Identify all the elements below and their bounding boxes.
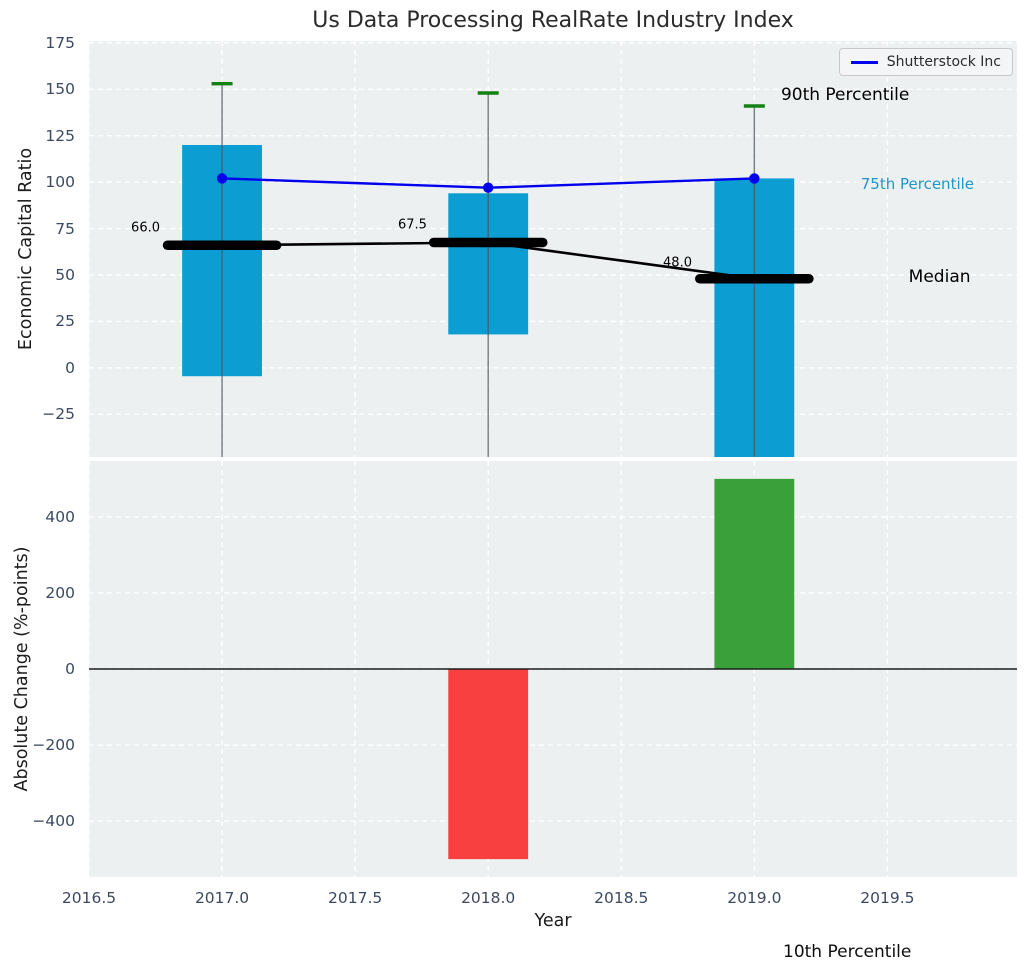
- x-tick-2019.5: 2019.5: [860, 889, 915, 907]
- y-axis-ticks-top: 175 150 125 100 75 50 25 0 −25: [0, 34, 84, 457]
- y-tick-top-100: 100: [45, 173, 75, 192]
- y-tick-top-150: 150: [45, 80, 75, 99]
- shutterstock-point-2018: [482, 182, 494, 193]
- y-tick-top-25: 25: [55, 312, 75, 331]
- top-panel: 90th Percentile 75th Percentile Median 66.0…: [89, 41, 1017, 457]
- shutterstock-point-2019: [749, 173, 760, 184]
- y-tick-top-50: 50: [55, 266, 75, 284]
- x-axis-label: Year: [534, 911, 572, 931]
- shutterstock-point-2017: [216, 173, 228, 184]
- x-tick-2019: 2019.0: [727, 889, 782, 907]
- chart-title: Us Data Processing RealRate Industry Ind…: [312, 8, 794, 33]
- x-axis-ticks: 2016.5 2017.0 2017.5 2018.0 2018.5 2019.0 2019…: [62, 889, 1017, 911]
- legend-line-sample: [850, 60, 878, 64]
- y-tick-bottom--400: −400: [32, 812, 75, 831]
- y-axis-label-bottom: Absolute Change (%-points): [12, 546, 32, 792]
- x-tick-2018.5: 2018.5: [594, 889, 649, 907]
- y-axis-label-top: Economic Capital Ratio: [16, 147, 36, 351]
- change-bar-2019: [714, 478, 795, 669]
- top-panel-plot: [89, 41, 1017, 457]
- x-tick-2017.5: 2017.5: [328, 889, 383, 907]
- legend: Shutterstock Inc: [838, 48, 1013, 76]
- y-tick-top--25: −25: [42, 405, 75, 424]
- y-tick-bottom--200: −200: [32, 736, 75, 755]
- change-bar-2018: [448, 669, 529, 860]
- legend-label: Shutterstock Inc: [886, 54, 1001, 70]
- y-tick-top-75: 75: [55, 219, 75, 238]
- bottom-panel-plot: [89, 461, 1017, 877]
- y-axis-ticks-bottom: 400 200 0 −200 −400: [0, 461, 84, 877]
- y-tick-top-0: 0: [65, 358, 75, 377]
- y-tick-bottom-400: 400: [45, 507, 75, 526]
- y-tick-top-125: 125: [45, 126, 75, 145]
- bottom-panel: [89, 461, 1017, 877]
- y-tick-top-175: 175: [45, 33, 75, 52]
- x-tick-2016.5: 2016.5: [61, 889, 117, 907]
- y-tick-bottom-200: 200: [45, 583, 75, 602]
- tenth-percentile-label: 10th Percentile: [783, 942, 912, 962]
- x-tick-2018: 2018.0: [461, 889, 516, 907]
- y-tick-bottom-0: 0: [65, 660, 75, 678]
- x-tick-2017: 2017.0: [194, 889, 250, 907]
